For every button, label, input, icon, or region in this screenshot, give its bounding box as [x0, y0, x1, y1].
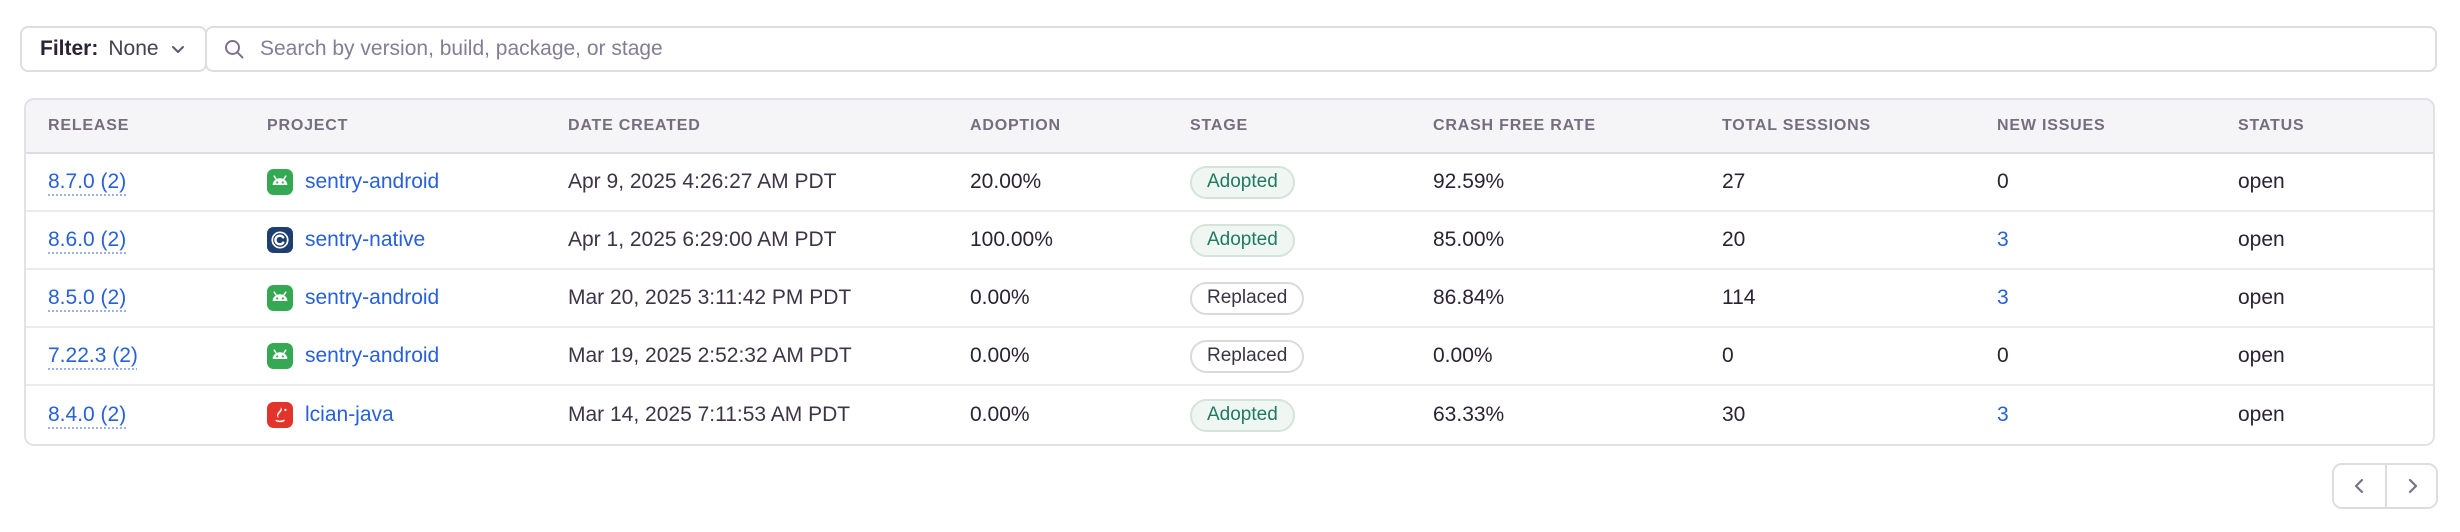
total-sessions-cell: 0 — [1722, 344, 1734, 367]
release-link[interactable]: 8.4.0 (2) — [48, 403, 127, 426]
project-link[interactable]: sentry-android — [305, 344, 440, 367]
crash-free-rate-cell: 85.00% — [1433, 228, 1505, 251]
project-link[interactable]: sentry-native — [305, 228, 426, 251]
table-row: 8.4.0 (2) lcian-java Mar 14, 2025 7:11:5… — [26, 386, 2433, 444]
stage-badge: Replaced — [1190, 281, 1305, 315]
android-icon — [267, 169, 293, 195]
next-page-button[interactable] — [2385, 465, 2436, 507]
column-header-adoption: ADOPTION — [970, 117, 1061, 134]
project-cell: sentry-android — [267, 285, 568, 311]
project-link[interactable]: sentry-android — [305, 170, 440, 193]
release-cell: 8.4.0 (2) — [26, 403, 267, 427]
date-created-cell: Mar 14, 2025 7:11:53 AM PDT — [568, 403, 851, 426]
date-created-cell: Mar 20, 2025 3:11:42 PM PDT — [568, 286, 852, 309]
new-issues-cell: 3 — [1997, 286, 2238, 310]
total-sessions-cell: 114 — [1722, 286, 1756, 309]
android-icon — [267, 285, 293, 311]
column-header-status: STATUS — [2238, 117, 2305, 134]
c-native-icon — [267, 227, 293, 253]
search-input[interactable] — [258, 36, 2419, 62]
project-cell: sentry-android — [267, 169, 568, 195]
pagination — [2332, 463, 2438, 509]
new-issues-cell: 0 — [1997, 344, 2009, 367]
release-link[interactable]: 8.6.0 (2) — [48, 228, 127, 251]
release-cell: 7.22.3 (2) — [26, 344, 267, 368]
filter-label: Filter: — [40, 37, 99, 60]
status-cell: open — [2238, 286, 2285, 309]
java-icon — [267, 402, 293, 428]
stage-cell: Adopted — [1190, 223, 1433, 257]
release-link[interactable]: 8.7.0 (2) — [48, 170, 127, 193]
crash-free-rate-cell: 92.59% — [1433, 170, 1505, 193]
filter-dropdown-button[interactable]: Filter: None — [20, 26, 207, 72]
column-header-release: RELEASE — [48, 117, 130, 134]
stage-badge: Replaced — [1190, 339, 1305, 373]
previous-page-button[interactable] — [2334, 465, 2385, 507]
date-created-cell: Apr 1, 2025 6:29:00 AM PDT — [568, 228, 837, 251]
new-issues-link[interactable]: 3 — [1997, 403, 2009, 426]
stage-cell: Adopted — [1190, 398, 1433, 432]
date-created-cell: Apr 9, 2025 4:26:27 AM PDT — [568, 170, 837, 193]
new-issues-cell: 3 — [1997, 228, 2238, 252]
table-header-row: RELEASE PROJECT DATE CREATED ADOPTION STAGE C… — [26, 100, 2433, 154]
release-cell: 8.7.0 (2) — [26, 170, 267, 194]
table-row: 8.5.0 (2) sentry-android Mar 20, 2025 3:… — [26, 270, 2433, 328]
column-header-new-issues: NEW ISSUES — [1997, 117, 2106, 134]
new-issues-cell: 3 — [1997, 403, 2238, 427]
stage-badge: Adopted — [1190, 223, 1295, 257]
new-issues-link[interactable]: 3 — [1997, 286, 2009, 309]
adoption-cell: 0.00% — [970, 286, 1030, 309]
table-row: 8.7.0 (2) sentry-android Apr 9, 2025 4:2… — [26, 154, 2433, 212]
project-link[interactable]: sentry-android — [305, 286, 440, 309]
column-header-total-sessions: TOTAL SESSIONS — [1722, 117, 1872, 134]
project-link[interactable]: lcian-java — [305, 403, 394, 426]
stage-cell: Replaced — [1190, 339, 1433, 373]
stage-badge: Adopted — [1190, 165, 1295, 199]
adoption-cell: 0.00% — [970, 344, 1030, 367]
status-cell: open — [2238, 344, 2285, 367]
project-cell: sentry-android — [267, 343, 568, 369]
crash-free-rate-cell: 86.84% — [1433, 286, 1505, 309]
table-row: 7.22.3 (2) sentry-android Mar 19, 2025 2… — [26, 328, 2433, 386]
total-sessions-cell: 20 — [1722, 228, 1746, 251]
status-cell: open — [2238, 228, 2285, 251]
filter-selected-value: None — [108, 37, 159, 60]
table-row: 8.6.0 (2) sentry-native Apr 1, 2025 6:29… — [26, 212, 2433, 270]
status-cell: open — [2238, 170, 2285, 193]
adoption-cell: 0.00% — [970, 403, 1030, 426]
release-link[interactable]: 8.5.0 (2) — [48, 286, 127, 309]
status-cell: open — [2238, 403, 2285, 426]
chevron-left-icon — [2350, 476, 2370, 496]
chevron-down-icon — [169, 40, 187, 58]
column-header-crash-free-rate: CRASH FREE RATE — [1433, 117, 1596, 134]
column-header-date-created: DATE CREATED — [568, 117, 701, 134]
total-sessions-cell: 27 — [1722, 170, 1746, 193]
new-issues-link[interactable]: 3 — [1997, 228, 2009, 251]
release-cell: 8.5.0 (2) — [26, 286, 267, 310]
chevron-right-icon — [2402, 476, 2422, 496]
stage-cell: Replaced — [1190, 281, 1433, 315]
project-cell: lcian-java — [267, 402, 568, 428]
stage-badge: Adopted — [1190, 398, 1295, 432]
total-sessions-cell: 30 — [1722, 403, 1746, 426]
release-cell: 8.6.0 (2) — [26, 228, 267, 252]
column-header-project: PROJECT — [267, 117, 349, 134]
new-issues-cell: 0 — [1997, 170, 2009, 193]
table-body: 8.7.0 (2) sentry-android Apr 9, 2025 4:2… — [26, 154, 2433, 444]
crash-free-rate-cell: 63.33% — [1433, 403, 1505, 426]
search-bar — [205, 26, 2437, 72]
project-cell: sentry-native — [267, 227, 568, 253]
release-link[interactable]: 7.22.3 (2) — [48, 344, 138, 367]
releases-table: RELEASE PROJECT DATE CREATED ADOPTION STAGE C… — [24, 98, 2435, 446]
column-header-stage: STAGE — [1190, 117, 1248, 134]
adoption-cell: 100.00% — [970, 228, 1053, 251]
android-icon — [267, 343, 293, 369]
search-icon — [223, 38, 245, 60]
date-created-cell: Mar 19, 2025 2:52:32 AM PDT — [568, 344, 852, 367]
crash-free-rate-cell: 0.00% — [1433, 344, 1493, 367]
stage-cell: Adopted — [1190, 165, 1433, 199]
adoption-cell: 20.00% — [970, 170, 1042, 193]
